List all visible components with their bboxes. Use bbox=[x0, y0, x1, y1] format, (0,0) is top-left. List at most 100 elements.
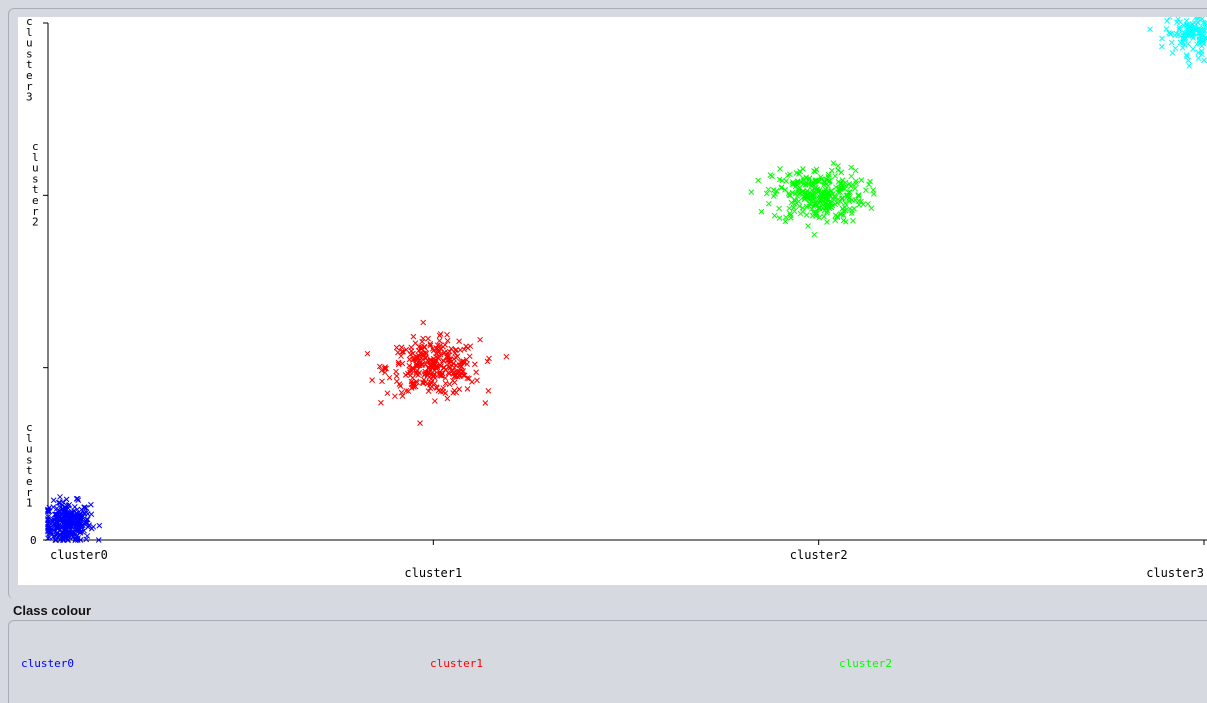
data-point-cluster2 bbox=[776, 215, 783, 222]
data-point-cluster2 bbox=[813, 213, 819, 220]
data-point-cluster0 bbox=[62, 504, 68, 510]
data-point-cluster0 bbox=[55, 499, 62, 506]
data-point-cluster2 bbox=[782, 218, 789, 225]
data-point-cluster1 bbox=[408, 381, 415, 387]
data-point-cluster3 bbox=[1168, 30, 1174, 37]
data-point-cluster1 bbox=[445, 369, 452, 376]
data-point-cluster1 bbox=[451, 369, 458, 376]
data-point-cluster1 bbox=[486, 355, 492, 362]
data-point-cluster2 bbox=[799, 205, 806, 211]
data-point-cluster0 bbox=[59, 537, 66, 543]
data-point-cluster2 bbox=[834, 214, 841, 221]
data-point-cluster2 bbox=[812, 177, 819, 184]
data-point-cluster1 bbox=[477, 336, 483, 343]
data-point-cluster2 bbox=[822, 186, 829, 193]
data-point-cluster2 bbox=[791, 180, 798, 187]
data-point-cluster2 bbox=[765, 186, 772, 193]
data-point-cluster2 bbox=[860, 201, 867, 208]
legend-cluster0[interactable]: cluster0 bbox=[21, 657, 74, 670]
data-point-cluster2 bbox=[786, 192, 792, 198]
data-point-cluster2 bbox=[770, 187, 777, 193]
data-point-cluster2 bbox=[832, 194, 839, 201]
data-point-cluster3 bbox=[1196, 17, 1203, 21]
data-point-cluster1 bbox=[398, 389, 405, 396]
data-point-cluster1 bbox=[451, 356, 457, 362]
data-point-cluster2 bbox=[800, 181, 807, 187]
data-point-cluster2 bbox=[837, 184, 844, 191]
data-point-cluster0 bbox=[66, 501, 73, 508]
data-point-cluster1 bbox=[437, 351, 444, 358]
data-point-cluster2 bbox=[786, 205, 793, 212]
data-point-cluster2 bbox=[796, 171, 802, 177]
data-point-cluster1 bbox=[399, 393, 406, 399]
data-point-cluster1 bbox=[456, 338, 462, 345]
data-point-cluster2 bbox=[835, 179, 842, 185]
data-point-cluster0 bbox=[74, 495, 81, 502]
data-point-cluster1 bbox=[442, 380, 449, 387]
data-point-cluster1 bbox=[424, 357, 431, 364]
data-point-cluster2 bbox=[850, 217, 856, 224]
legend-cluster1[interactable]: cluster1 bbox=[430, 657, 483, 670]
legend-cluster2[interactable]: cluster2 bbox=[839, 657, 892, 670]
data-point-cluster1 bbox=[386, 374, 393, 381]
data-point-cluster2 bbox=[820, 205, 826, 212]
data-point-cluster0 bbox=[56, 499, 63, 506]
data-point-cluster2 bbox=[825, 171, 832, 178]
data-point-cluster0 bbox=[75, 535, 82, 541]
data-point-cluster0 bbox=[82, 519, 89, 526]
data-point-cluster2 bbox=[817, 194, 824, 201]
data-point-cluster1 bbox=[464, 361, 470, 367]
data-point-cluster3 bbox=[1200, 27, 1207, 34]
data-point-cluster2 bbox=[806, 203, 812, 210]
data-point-cluster3 bbox=[1172, 45, 1179, 52]
data-point-cluster0 bbox=[59, 523, 66, 530]
data-point-cluster3 bbox=[1201, 57, 1207, 64]
data-point-cluster2 bbox=[855, 192, 862, 198]
data-point-cluster1 bbox=[484, 358, 491, 365]
data-point-cluster0 bbox=[84, 533, 91, 539]
data-point-cluster2 bbox=[801, 193, 808, 200]
scatter-plot[interactable]: cluster0 cluster1 cluster2 cluster3 0 c l u s t e r… bbox=[18, 17, 1207, 585]
data-point-cluster1 bbox=[393, 368, 399, 375]
data-point-cluster2 bbox=[800, 166, 806, 172]
data-point-cluster1 bbox=[461, 346, 468, 353]
data-point-cluster0 bbox=[50, 497, 57, 504]
data-point-cluster0 bbox=[45, 517, 51, 524]
data-point-cluster2 bbox=[837, 186, 844, 193]
data-point-cluster2 bbox=[796, 203, 803, 210]
data-point-cluster2 bbox=[838, 169, 845, 176]
data-point-cluster2 bbox=[789, 181, 796, 188]
data-point-cluster1 bbox=[428, 379, 434, 386]
data-point-cluster1 bbox=[444, 353, 451, 359]
data-point-cluster3 bbox=[1175, 17, 1181, 22]
data-point-cluster2 bbox=[790, 204, 797, 211]
data-point-cluster2 bbox=[794, 178, 801, 184]
data-point-cluster2 bbox=[821, 213, 827, 220]
data-point-cluster2 bbox=[812, 199, 819, 206]
data-point-cluster2 bbox=[868, 205, 875, 212]
data-point-cluster1 bbox=[408, 348, 415, 354]
data-point-cluster3 bbox=[1183, 18, 1190, 24]
data-point-cluster2 bbox=[763, 190, 770, 197]
data-point-cluster0 bbox=[96, 522, 103, 529]
data-point-cluster2 bbox=[839, 177, 846, 184]
data-point-cluster2 bbox=[828, 167, 835, 174]
data-point-cluster1 bbox=[407, 351, 414, 358]
data-point-cluster0 bbox=[64, 537, 71, 543]
data-point-cluster0 bbox=[63, 496, 70, 503]
data-point-cluster1 bbox=[425, 388, 432, 394]
data-point-cluster3 bbox=[1198, 43, 1205, 49]
data-point-cluster1 bbox=[464, 375, 471, 381]
data-point-cluster1 bbox=[399, 360, 406, 367]
data-point-cluster1 bbox=[400, 348, 407, 355]
data-point-cluster1 bbox=[407, 367, 413, 374]
data-point-cluster1 bbox=[427, 342, 434, 349]
y-tick-label: 0 bbox=[30, 534, 37, 547]
data-point-cluster0 bbox=[75, 497, 82, 503]
data-point-cluster2 bbox=[771, 212, 778, 219]
data-point-cluster2 bbox=[840, 208, 847, 214]
data-point-cluster2 bbox=[852, 185, 858, 192]
data-point-cluster1 bbox=[419, 361, 426, 367]
data-point-cluster2 bbox=[810, 203, 817, 210]
data-point-cluster0 bbox=[62, 504, 68, 511]
